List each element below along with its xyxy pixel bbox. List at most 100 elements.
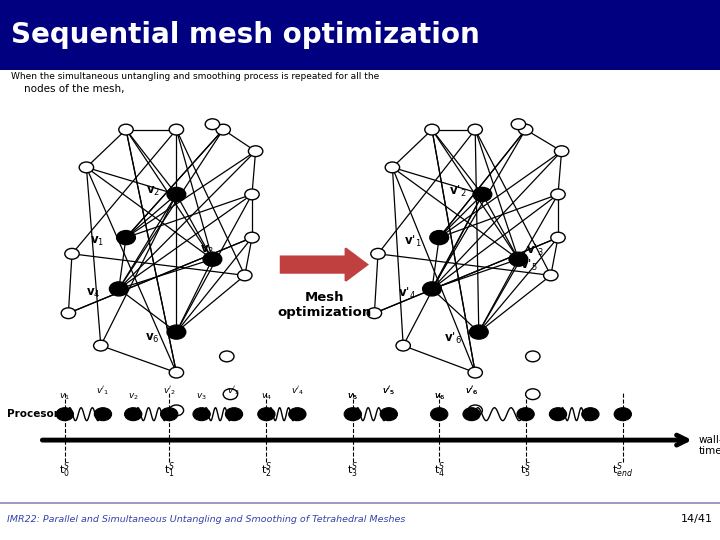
- Text: v$_4$: v$_4$: [86, 287, 101, 300]
- Circle shape: [167, 187, 186, 201]
- Circle shape: [463, 408, 480, 421]
- Text: $v_1$: $v_1$: [59, 392, 71, 402]
- Text: t$^S_3$: t$^S_3$: [347, 460, 359, 480]
- Circle shape: [385, 162, 400, 173]
- Circle shape: [371, 248, 385, 259]
- Circle shape: [94, 340, 108, 351]
- Text: $v'_3$: $v'_3$: [228, 384, 240, 397]
- Circle shape: [94, 408, 112, 421]
- Circle shape: [167, 325, 186, 339]
- Text: v$'_1$: v$'_1$: [404, 234, 421, 249]
- Circle shape: [469, 325, 488, 339]
- Text: $v'_2$: $v'_2$: [163, 384, 176, 397]
- Circle shape: [225, 408, 243, 421]
- Circle shape: [396, 340, 410, 351]
- Circle shape: [205, 119, 220, 130]
- Text: IMR22: Parallel and Simultaneous Untangling and Smoothing of Tetrahedral Meshes: IMR22: Parallel and Simultaneous Untangl…: [7, 515, 405, 524]
- Circle shape: [526, 389, 540, 400]
- Circle shape: [79, 162, 94, 173]
- Text: v$'_5$: v$'_5$: [520, 258, 537, 273]
- Circle shape: [430, 231, 449, 245]
- Text: v$_3$: v$_3$: [200, 244, 215, 257]
- Circle shape: [423, 282, 441, 296]
- Circle shape: [551, 232, 565, 243]
- Text: $v'_5$: $v'_5$: [382, 384, 395, 397]
- Text: $v_3$: $v_3$: [196, 392, 207, 402]
- Text: $v'_5$: $v'_5$: [382, 384, 395, 397]
- FancyArrow shape: [281, 248, 367, 281]
- Text: t$^S_2$: t$^S_2$: [261, 460, 272, 480]
- Circle shape: [65, 248, 79, 259]
- Circle shape: [614, 408, 631, 421]
- Circle shape: [517, 408, 534, 421]
- Text: t$^S_5$: t$^S_5$: [520, 460, 531, 480]
- Circle shape: [223, 389, 238, 400]
- Circle shape: [425, 124, 439, 135]
- Circle shape: [344, 408, 361, 421]
- Text: $v'_1$: $v'_1$: [96, 384, 109, 397]
- Text: t$^S_4$: t$^S_4$: [433, 460, 445, 480]
- Text: v$_6$: v$_6$: [145, 332, 160, 345]
- Text: $v'_4$: $v'_4$: [291, 384, 304, 397]
- Circle shape: [169, 367, 184, 378]
- Circle shape: [468, 124, 482, 135]
- Circle shape: [468, 405, 482, 416]
- Text: $v_5$: $v_5$: [347, 392, 359, 402]
- Circle shape: [61, 308, 76, 319]
- Text: t$^S_{end}$: t$^S_{end}$: [612, 460, 634, 480]
- Text: When the simultaneous untangling and smoothing process is repeated for all the: When the simultaneous untangling and smo…: [11, 72, 379, 81]
- Circle shape: [554, 146, 569, 157]
- Text: $v'_6$: $v'_6$: [465, 384, 478, 397]
- Text: $v_5$: $v_5$: [347, 392, 359, 402]
- FancyBboxPatch shape: [0, 0, 720, 70]
- Text: v$_2$: v$_2$: [145, 185, 160, 198]
- Text: v$'_3$: v$'_3$: [526, 243, 543, 258]
- Circle shape: [289, 408, 306, 421]
- Text: Procesor-0: Procesor-0: [7, 409, 71, 419]
- Text: t$^S_1$: t$^S_1$: [163, 460, 175, 480]
- Circle shape: [125, 408, 142, 421]
- Circle shape: [380, 408, 397, 421]
- Text: $v_6$: $v_6$: [433, 392, 445, 402]
- Text: v$'_4$: v$'_4$: [397, 286, 415, 301]
- Text: nodes of the mesh,: nodes of the mesh,: [11, 84, 125, 94]
- Circle shape: [161, 408, 178, 421]
- Text: $v_4$: $v_4$: [261, 392, 272, 402]
- Circle shape: [473, 187, 492, 201]
- Circle shape: [258, 408, 275, 421]
- Text: t$^S_0$: t$^S_0$: [59, 460, 71, 480]
- Text: Mesh
optimization: Mesh optimization: [277, 291, 371, 319]
- Text: $v'_6$: $v'_6$: [465, 384, 478, 397]
- Text: v$'_2$: v$'_2$: [449, 184, 467, 199]
- Text: $v_6$: $v_6$: [433, 392, 445, 402]
- Circle shape: [56, 408, 73, 421]
- Circle shape: [245, 189, 259, 200]
- Circle shape: [169, 405, 184, 416]
- Circle shape: [511, 119, 526, 130]
- Circle shape: [431, 408, 448, 421]
- Text: v$'_6$: v$'_6$: [444, 330, 462, 346]
- Circle shape: [220, 351, 234, 362]
- Circle shape: [193, 408, 210, 421]
- Circle shape: [109, 282, 128, 296]
- Circle shape: [526, 351, 540, 362]
- Circle shape: [549, 408, 567, 421]
- Circle shape: [551, 189, 565, 200]
- Text: Sequential mesh optimization: Sequential mesh optimization: [11, 21, 480, 49]
- Circle shape: [203, 252, 222, 266]
- Circle shape: [119, 124, 133, 135]
- Circle shape: [248, 146, 263, 157]
- Circle shape: [238, 270, 252, 281]
- Text: wall-clock
time: wall-clock time: [698, 435, 720, 456]
- Circle shape: [245, 232, 259, 243]
- Circle shape: [216, 124, 230, 135]
- Circle shape: [509, 252, 528, 266]
- Text: v$_1$: v$_1$: [90, 235, 104, 248]
- Circle shape: [117, 231, 135, 245]
- Circle shape: [544, 270, 558, 281]
- Circle shape: [367, 308, 382, 319]
- Text: $v_2$: $v_2$: [128, 392, 138, 402]
- Circle shape: [169, 124, 184, 135]
- Circle shape: [582, 408, 599, 421]
- Circle shape: [518, 124, 533, 135]
